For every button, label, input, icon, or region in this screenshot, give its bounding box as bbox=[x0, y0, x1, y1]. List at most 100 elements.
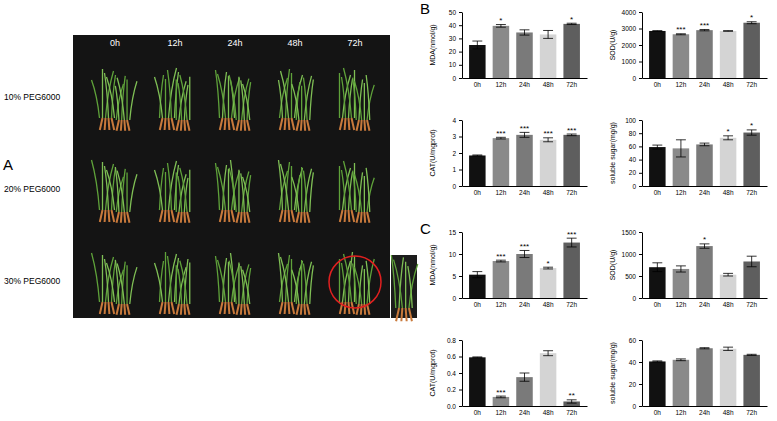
seedling-root bbox=[292, 118, 295, 130]
seedling-root bbox=[280, 118, 283, 130]
tick-label: 0h bbox=[474, 301, 482, 308]
tick-label: 15 bbox=[449, 229, 457, 236]
tick-label: 100 bbox=[625, 117, 636, 124]
y-axis-title: MDA(nmol/g) bbox=[429, 24, 437, 65]
tick-label: 1 bbox=[452, 166, 456, 173]
tick-mark bbox=[639, 173, 642, 174]
seedling-leaf bbox=[178, 269, 182, 304]
plot-area bbox=[649, 22, 760, 78]
tick-label: 72h bbox=[566, 409, 577, 416]
seedling-root bbox=[344, 302, 347, 314]
tick-mark bbox=[639, 232, 642, 233]
seedling-root bbox=[297, 212, 299, 223]
column-label: 0h bbox=[110, 38, 120, 48]
significance-mark: * bbox=[750, 13, 753, 22]
seedling-leaf bbox=[126, 265, 127, 304]
bar-chart: **********0510150h12h24h48h72hMDA(nmol/g… bbox=[429, 229, 588, 308]
seedling-root bbox=[357, 120, 359, 131]
bar-chart: **010203040500h12h24h48h72hMDA(nmol/g) bbox=[429, 9, 588, 88]
seedling-leaf bbox=[102, 69, 103, 118]
seedling-leaf bbox=[339, 259, 340, 302]
bar bbox=[720, 138, 737, 186]
bar-chart: 02040600h12h24h48h72hsoluble sugar(mg/g) bbox=[609, 337, 768, 416]
x-tick: 24h bbox=[519, 78, 530, 88]
inset-photo bbox=[391, 255, 417, 318]
seedling-root bbox=[112, 210, 115, 222]
seedling-leaf bbox=[405, 262, 406, 308]
seedling-leaf bbox=[310, 80, 314, 121]
seedling-root bbox=[108, 302, 111, 314]
error-bar bbox=[700, 143, 710, 146]
seedling-leaf bbox=[394, 260, 403, 308]
seedling-root bbox=[247, 304, 249, 315]
tick-label: 1500 bbox=[622, 229, 637, 236]
tick-mark bbox=[639, 12, 642, 13]
seedling-root bbox=[280, 210, 283, 222]
y-tick: 10 bbox=[449, 251, 462, 258]
x-tick: 12h bbox=[675, 186, 686, 196]
tick-label: 48h bbox=[723, 409, 734, 416]
seedling-root bbox=[232, 118, 235, 130]
seedling-leaf bbox=[107, 77, 115, 118]
error-bar bbox=[747, 256, 757, 267]
y-tick: 3000 bbox=[622, 25, 642, 32]
error-bar bbox=[652, 263, 662, 272]
tick-mark bbox=[639, 45, 642, 46]
seedling-root bbox=[104, 118, 107, 130]
seedling-leaf bbox=[176, 80, 177, 121]
seedling-root bbox=[177, 304, 179, 315]
seedling-root bbox=[292, 210, 295, 222]
tick-label: 60 bbox=[629, 337, 637, 344]
seedling-leaf bbox=[218, 167, 226, 210]
seedling-root bbox=[164, 302, 167, 314]
bar bbox=[673, 34, 690, 78]
seedling-root bbox=[180, 212, 183, 223]
y-tick: 0 bbox=[632, 183, 642, 190]
error-bar bbox=[543, 138, 553, 142]
tick-label: 24h bbox=[699, 409, 710, 416]
tick-label: 24h bbox=[699, 81, 710, 88]
seedling-root bbox=[123, 304, 126, 315]
seedling-root bbox=[344, 210, 347, 222]
tick-mark bbox=[459, 390, 462, 391]
tick-label: 0h bbox=[474, 81, 482, 88]
y-tick: 0 bbox=[452, 75, 462, 82]
seedling-root bbox=[340, 210, 343, 222]
x-tick: 12h bbox=[495, 78, 506, 88]
significance-mark: * bbox=[570, 15, 573, 24]
tick-label: 3 bbox=[452, 133, 456, 140]
seedling-leaf bbox=[180, 261, 187, 304]
tick-mark bbox=[459, 406, 462, 407]
error-bar bbox=[723, 30, 733, 32]
x-tick: 24h bbox=[699, 406, 710, 416]
seedling-leaf bbox=[310, 172, 314, 212]
axis-line bbox=[643, 186, 768, 187]
seedling-leaf bbox=[364, 83, 365, 120]
tick-label: 0 bbox=[452, 295, 456, 302]
tick-label: 72h bbox=[566, 189, 577, 196]
significance-mark: * bbox=[750, 121, 753, 130]
seedling-root bbox=[224, 118, 227, 130]
seedling-root bbox=[307, 212, 309, 223]
bar bbox=[563, 243, 580, 298]
tick-label: 48h bbox=[723, 301, 734, 308]
significance-mark: *** bbox=[676, 25, 685, 34]
seedling-root bbox=[164, 118, 167, 130]
tick-mark bbox=[639, 298, 642, 299]
y-tick: 1 bbox=[452, 166, 462, 173]
x-tick: 24h bbox=[699, 78, 710, 88]
seedling-leaf bbox=[92, 160, 100, 210]
tick-mark bbox=[459, 12, 462, 13]
y-tick: 0.0 bbox=[447, 403, 462, 410]
error-bar bbox=[652, 145, 662, 149]
seedling-root bbox=[367, 120, 369, 131]
error-bar bbox=[472, 41, 482, 49]
tick-label: 2000 bbox=[622, 42, 637, 49]
seedling-leaf bbox=[364, 176, 365, 212]
y-tick: 15 bbox=[449, 229, 462, 236]
y-axis: 0204060 bbox=[629, 337, 643, 410]
tick-mark bbox=[459, 38, 462, 39]
tick-label: 1000 bbox=[622, 251, 637, 258]
axis-line bbox=[462, 233, 463, 299]
seedling-root bbox=[288, 210, 291, 222]
